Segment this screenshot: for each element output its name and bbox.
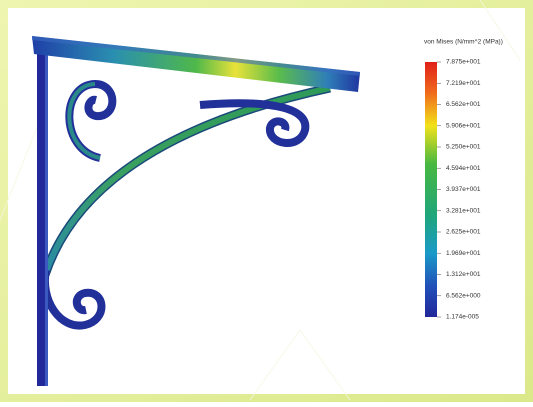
legend-label: 1.969e+001 <box>446 250 481 257</box>
background-lines <box>0 0 521 401</box>
vertical-post-edge <box>45 40 48 386</box>
scroll-top-left-hi <box>67 82 101 160</box>
top-beam <box>32 36 360 92</box>
legend-label: 7.875e+001 <box>446 59 481 66</box>
vertical-post <box>37 40 48 386</box>
legend-label: 3.937e+001 <box>446 186 481 193</box>
scroll-top-right <box>199 99 310 147</box>
legend-title: von Mises (N/mm^2 (MPa)) <box>424 39 503 46</box>
color-bar <box>425 62 437 317</box>
bracket-model <box>32 36 360 386</box>
legend-label: 3.281e+001 <box>446 207 481 214</box>
legend-label: 6.562e+000 <box>446 292 481 299</box>
legend-label: 5.250e+001 <box>446 144 481 151</box>
legend-label: 5.906e+001 <box>446 122 481 129</box>
legend-label: 2.625e+001 <box>446 229 481 236</box>
scroll-bottom <box>40 269 106 330</box>
legend: von Mises (N/mm^2 (MPa)) 7.875e+001 7.219… <box>424 39 503 321</box>
legend-label: 7.219e+001 <box>446 80 481 87</box>
legend-label: 6.562e+001 <box>446 101 481 108</box>
legend-label: 4.594e+001 <box>446 165 481 172</box>
legend-label: 1.174e-005 <box>446 314 479 321</box>
legend-label: 1.312e+001 <box>446 271 481 278</box>
top-beam-edge <box>32 36 360 76</box>
